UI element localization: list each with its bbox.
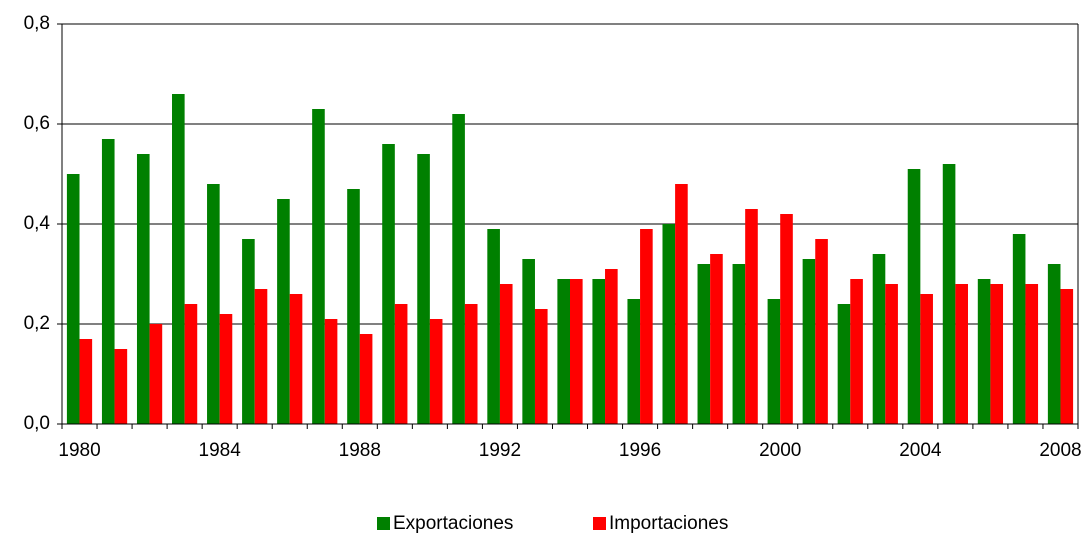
bar	[347, 189, 360, 424]
bar	[850, 279, 863, 424]
y-tick-label: 0,4	[24, 213, 51, 234]
bar	[149, 324, 163, 424]
bar	[1012, 234, 1026, 424]
bar	[872, 254, 886, 424]
bar	[802, 259, 816, 424]
legend-label: Exportaciones	[393, 513, 513, 534]
bar	[697, 264, 711, 424]
bar	[837, 304, 851, 424]
bar	[382, 144, 395, 424]
bar	[815, 239, 828, 424]
bar	[732, 264, 746, 424]
bar	[640, 229, 653, 424]
bar	[767, 299, 781, 424]
x-tick-label: 1996	[619, 440, 661, 461]
bar	[990, 284, 1004, 424]
bar	[312, 109, 325, 424]
bar	[675, 184, 688, 424]
bar	[207, 184, 220, 424]
y-tick-label: 0,6	[24, 113, 50, 134]
bar	[114, 349, 128, 424]
bar	[464, 304, 478, 424]
bar	[242, 239, 255, 424]
legend-label: Importaciones	[609, 513, 728, 534]
x-tick-label: 1984	[199, 440, 242, 461]
x-tick-label: 1988	[339, 440, 381, 461]
bar	[885, 284, 898, 424]
bar	[955, 284, 968, 424]
y-tick-label: 0,8	[24, 13, 50, 34]
bar	[184, 304, 198, 424]
bar	[101, 139, 115, 424]
bar	[1060, 289, 1074, 424]
legend-swatch	[593, 517, 606, 530]
x-tick-label: 1992	[479, 440, 521, 461]
bar	[136, 154, 150, 424]
bar	[429, 319, 443, 424]
x-tick-label: 2008	[1039, 440, 1081, 461]
bar	[359, 334, 373, 424]
bar	[172, 94, 185, 424]
legend-swatch	[377, 517, 390, 530]
bar	[745, 209, 758, 424]
bar	[920, 294, 933, 424]
bar	[605, 269, 618, 424]
bar	[942, 164, 956, 424]
bar	[487, 229, 500, 424]
bar	[66, 174, 80, 424]
bar	[907, 169, 921, 424]
bar	[710, 254, 723, 424]
x-tick-label: 1980	[58, 440, 100, 461]
y-tick-label: 0,2	[24, 313, 50, 334]
y-tick-label: 0,0	[24, 413, 50, 434]
bar	[627, 299, 641, 424]
bar	[417, 154, 430, 424]
bar	[780, 214, 793, 424]
bar	[662, 224, 676, 424]
bar	[79, 339, 93, 424]
bar	[394, 304, 408, 424]
bar	[522, 259, 535, 424]
x-tick-label: 2000	[759, 440, 801, 461]
bar	[977, 279, 991, 424]
bar	[452, 114, 465, 424]
bar	[289, 294, 303, 424]
bar	[534, 309, 548, 424]
bar	[324, 319, 338, 424]
x-tick-label: 2004	[899, 440, 942, 461]
bar	[1025, 284, 1039, 424]
bar	[570, 279, 583, 424]
bar	[254, 289, 268, 424]
bar	[219, 314, 233, 424]
bar	[592, 279, 606, 424]
bar	[277, 199, 290, 424]
bar	[557, 279, 570, 424]
bar	[499, 284, 513, 424]
bar	[1047, 264, 1061, 424]
